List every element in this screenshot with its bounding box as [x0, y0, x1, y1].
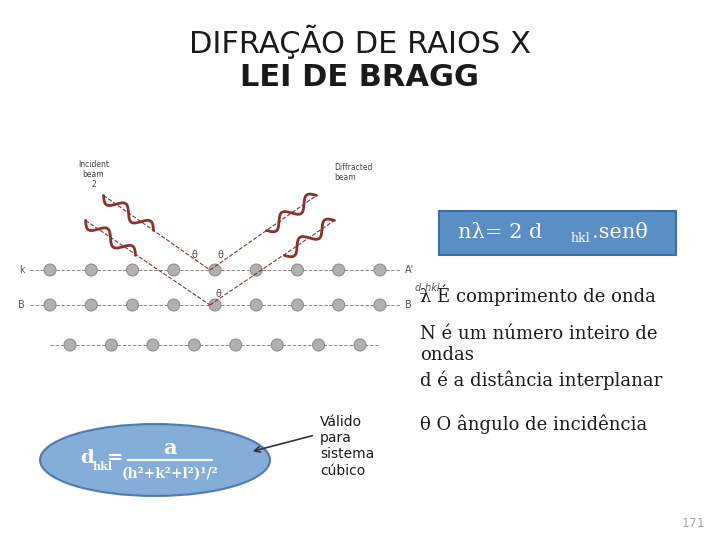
Text: Válido
para
sistema
cúbico: Válido para sistema cúbico: [320, 415, 374, 477]
Circle shape: [85, 264, 97, 276]
Text: (h²+k²+l²)¹/²: (h²+k²+l²)¹/²: [122, 467, 218, 481]
Text: d_hkl: d_hkl: [415, 282, 441, 293]
Text: B: B: [405, 300, 412, 310]
Circle shape: [168, 264, 180, 276]
Circle shape: [147, 339, 159, 351]
Text: A': A': [405, 265, 414, 275]
Circle shape: [209, 264, 221, 276]
Circle shape: [209, 299, 221, 311]
Text: 171: 171: [681, 517, 705, 530]
Text: θ: θ: [215, 289, 221, 299]
Circle shape: [374, 299, 386, 311]
Circle shape: [44, 264, 56, 276]
Circle shape: [127, 264, 138, 276]
Text: B: B: [18, 300, 25, 310]
Text: Incident
beam
2: Incident beam 2: [78, 160, 109, 190]
Circle shape: [85, 299, 97, 311]
Text: =: =: [107, 449, 124, 467]
Circle shape: [44, 299, 56, 311]
Circle shape: [251, 299, 262, 311]
Circle shape: [292, 299, 304, 311]
Circle shape: [354, 339, 366, 351]
Text: hkl: hkl: [93, 461, 113, 471]
Text: Diffracted
beam: Diffracted beam: [335, 163, 373, 183]
Circle shape: [64, 339, 76, 351]
Text: k: k: [19, 265, 25, 275]
Text: DIFRAÇÃO DE RAIOS X: DIFRAÇÃO DE RAIOS X: [189, 25, 531, 59]
Text: θ: θ: [192, 250, 198, 260]
Circle shape: [230, 339, 242, 351]
Circle shape: [271, 339, 283, 351]
Circle shape: [312, 339, 325, 351]
Text: a: a: [163, 438, 176, 458]
Text: d: d: [80, 449, 94, 467]
Circle shape: [374, 264, 386, 276]
FancyBboxPatch shape: [439, 211, 676, 255]
Text: hkl: hkl: [571, 233, 590, 246]
Ellipse shape: [40, 424, 270, 496]
Text: .senθ: .senθ: [592, 224, 648, 242]
Text: LEI DE BRAGG: LEI DE BRAGG: [240, 64, 480, 92]
Circle shape: [168, 299, 180, 311]
Circle shape: [251, 264, 262, 276]
Circle shape: [292, 264, 304, 276]
Text: θ: θ: [218, 250, 224, 260]
Circle shape: [127, 299, 138, 311]
Text: N é um número inteiro de
ondas: N é um número inteiro de ondas: [420, 325, 657, 364]
Text: d é a distância interplanar: d é a distância interplanar: [420, 370, 662, 389]
Text: λ É comprimento de onda: λ É comprimento de onda: [420, 285, 656, 307]
Text: nλ= 2 d: nλ= 2 d: [458, 224, 542, 242]
Circle shape: [333, 264, 345, 276]
Circle shape: [333, 299, 345, 311]
Circle shape: [189, 339, 200, 351]
Text: θ O ângulo de incidência: θ O ângulo de incidência: [420, 415, 647, 435]
Circle shape: [105, 339, 117, 351]
